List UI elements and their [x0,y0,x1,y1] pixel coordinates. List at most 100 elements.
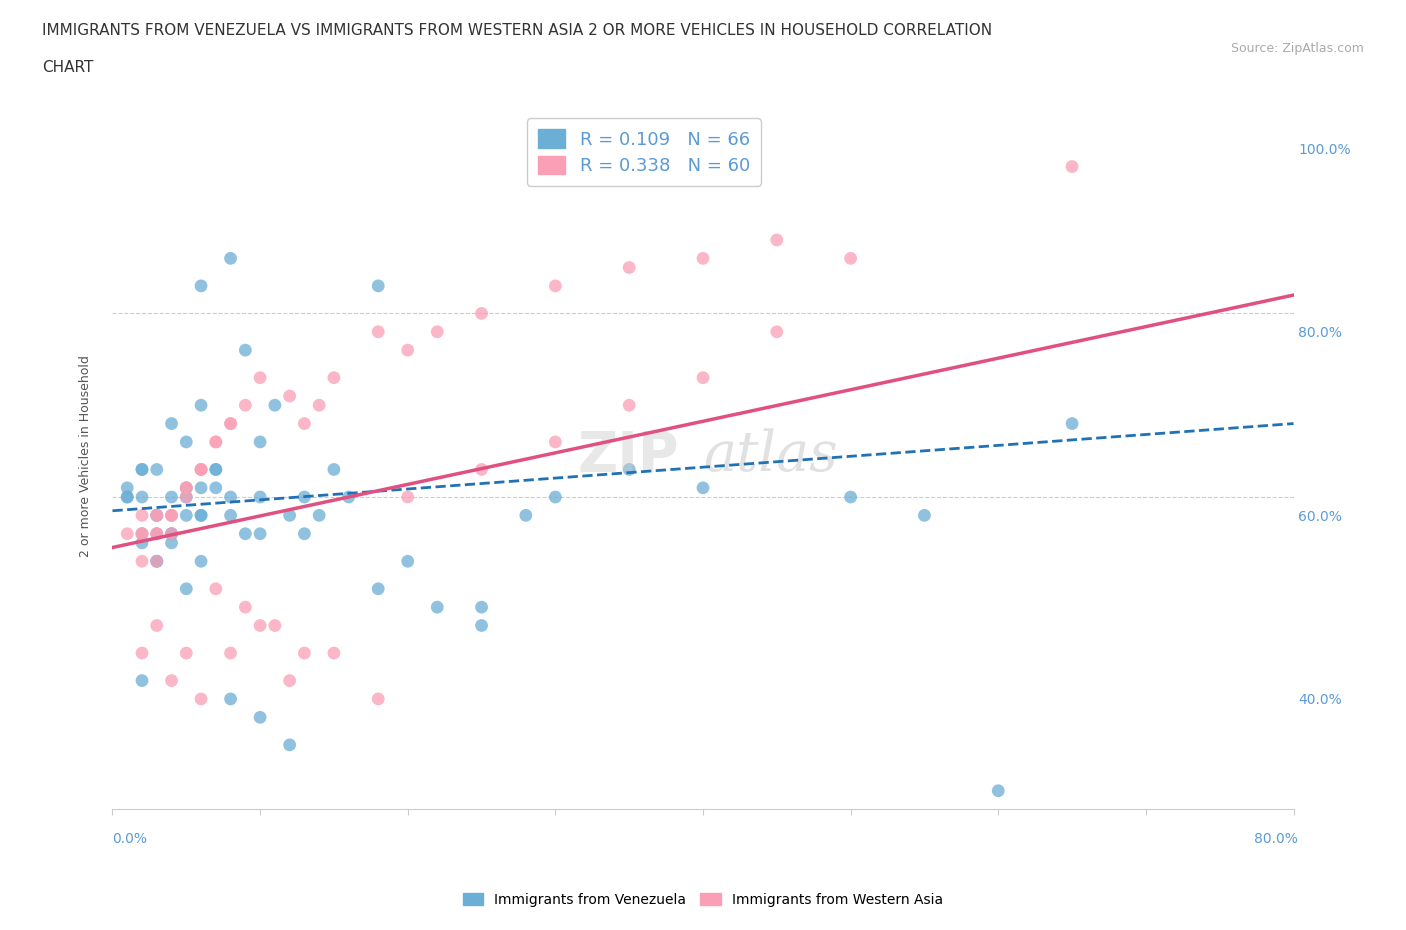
Point [190,554,212,569]
Point [190,692,212,707]
Y-axis label: 2 or more Vehicles in Household: 2 or more Vehicles in Household [79,354,91,557]
Point [190,398,212,413]
Point [174,481,197,496]
Point [174,489,197,504]
Point [146,526,169,541]
Point [249,710,271,724]
Point [190,462,212,477]
Point [323,645,346,660]
Point [160,508,183,523]
Point [190,508,212,523]
Point [131,462,153,477]
Point [160,416,183,431]
Point [174,481,197,496]
Point [249,526,271,541]
Point [619,398,641,413]
Point [146,508,169,523]
Text: ZIP: ZIP [578,429,679,483]
Text: atlas: atlas [703,429,838,483]
Point [131,536,153,551]
Point [839,489,862,504]
Point [396,489,419,504]
Point [131,645,153,660]
Point [160,673,183,688]
Point [160,526,183,541]
Point [219,508,242,523]
Legend: R = 0.109   N = 66, R = 0.338   N = 60: R = 0.109 N = 66, R = 0.338 N = 60 [527,118,761,186]
Point [146,508,169,523]
Point [323,370,346,385]
Point [219,251,242,266]
Point [839,251,862,266]
Point [367,692,389,707]
Point [205,581,228,596]
Point [470,600,494,615]
Point [367,325,389,339]
Point [205,462,228,477]
Point [146,508,169,523]
Point [205,434,228,449]
Point [146,618,169,633]
Point [205,434,228,449]
Point [146,554,169,569]
Point [292,489,315,504]
Point [692,251,714,266]
Point [308,508,330,523]
Point [264,398,287,413]
Point [766,325,789,339]
Point [190,462,212,477]
Point [619,462,641,477]
Point [117,481,138,496]
Point [205,481,228,496]
Point [337,489,360,504]
Point [233,342,256,357]
Point [219,645,242,660]
Point [219,489,242,504]
Point [146,462,169,477]
Point [117,526,138,541]
Point [233,526,256,541]
Point [190,462,212,477]
Point [278,508,301,523]
Point [131,554,153,569]
Point [396,554,419,569]
Point [160,508,183,523]
Point [323,462,346,477]
Point [515,508,537,523]
Point [146,508,169,523]
Point [367,581,389,596]
Point [470,306,494,321]
Point [249,370,271,385]
Point [308,398,330,413]
Point [146,526,169,541]
Point [692,370,714,385]
Point [146,526,169,541]
Point [396,342,419,357]
Point [174,508,197,523]
Point [174,434,197,449]
Point [619,260,641,275]
Point [292,416,315,431]
Point [174,645,197,660]
Text: IMMIGRANTS FROM VENEZUELA VS IMMIGRANTS FROM WESTERN ASIA 2 OR MORE VEHICLES IN : IMMIGRANTS FROM VENEZUELA VS IMMIGRANTS … [42,23,993,38]
Point [219,416,242,431]
Point [470,462,494,477]
Point [160,489,183,504]
Point [131,489,153,504]
Point [278,389,301,404]
Point [544,489,567,504]
Point [131,526,153,541]
Point [233,600,256,615]
Text: 80.0%: 80.0% [1254,832,1298,846]
Point [131,462,153,477]
Point [174,581,197,596]
Point [174,489,197,504]
Point [1062,159,1084,174]
Point [367,278,389,293]
Point [190,278,212,293]
Point [1062,416,1084,431]
Point [205,462,228,477]
Point [160,526,183,541]
Text: Source: ZipAtlas.com: Source: ZipAtlas.com [1230,42,1364,55]
Point [470,618,494,633]
